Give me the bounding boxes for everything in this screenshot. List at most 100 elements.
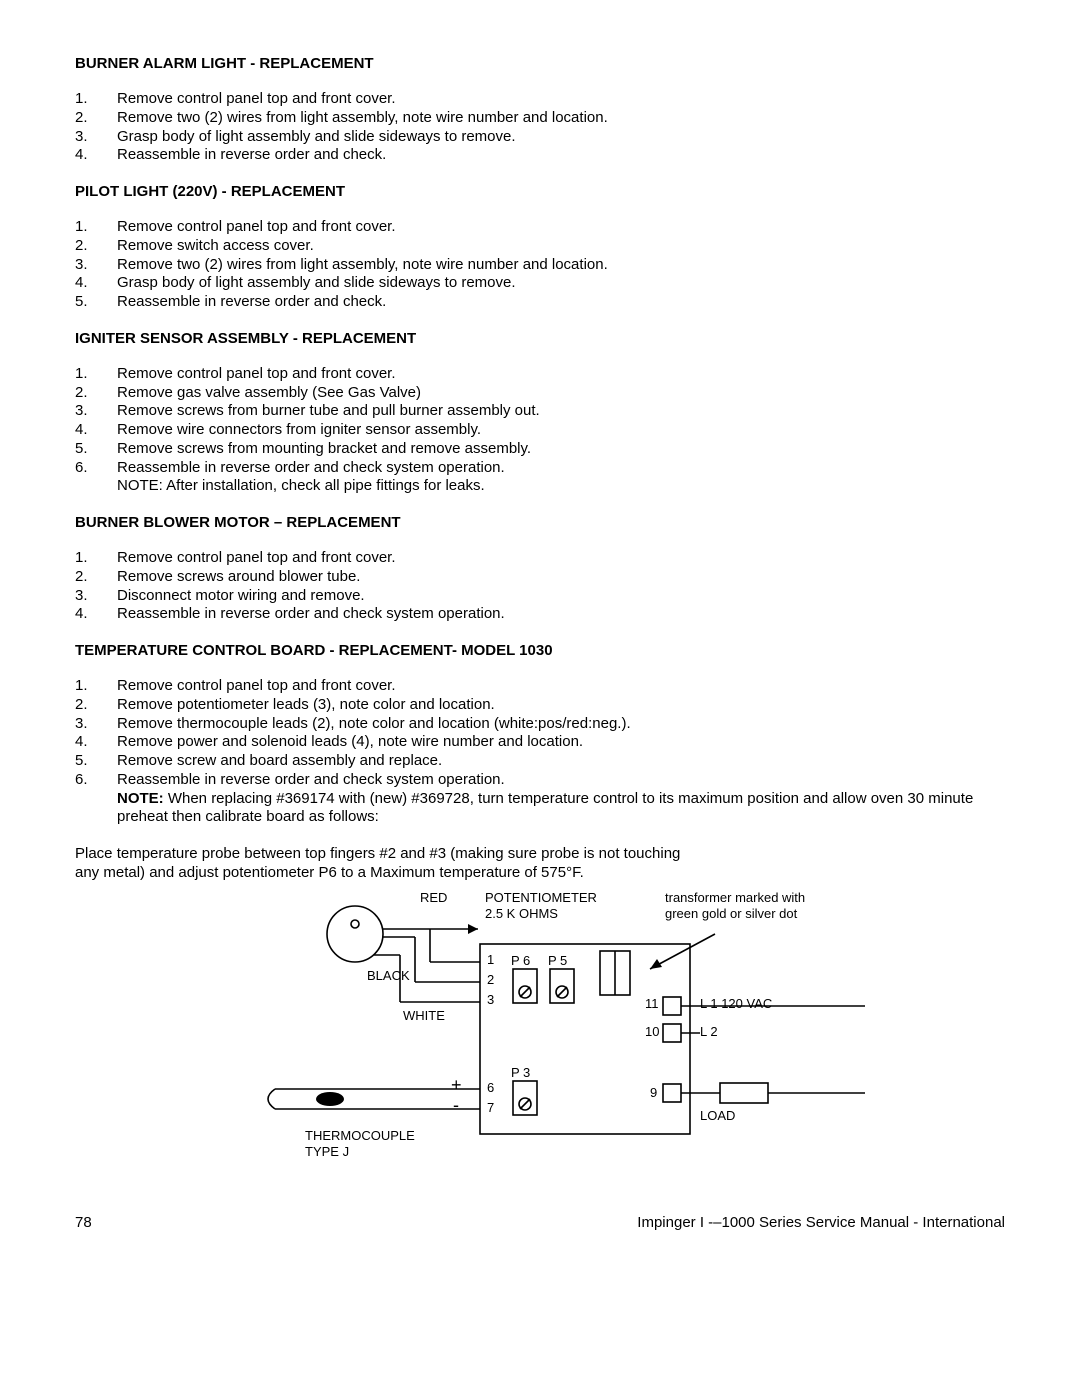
- step-row: 5.Remove screws from mounting bracket an…: [75, 440, 1005, 459]
- step-text: Grasp body of light assembly and slide s…: [117, 128, 1005, 147]
- step-number: 2.: [75, 384, 117, 403]
- step-text: Remove control panel top and front cover…: [117, 365, 1005, 384]
- label-n11: 11: [645, 997, 659, 1012]
- step-text: Remove screws from burner tube and pull …: [117, 402, 1005, 421]
- step-text: Reassemble in reverse order and check sy…: [117, 605, 1005, 624]
- step-text: Grasp body of light assembly and slide s…: [117, 274, 1005, 293]
- section-title: TEMPERATURE CONTROL BOARD - REPLACEMENT-…: [75, 642, 1005, 659]
- step-row: 4.Remove wire connectors from igniter se…: [75, 421, 1005, 440]
- step-text: Reassemble in reverse order and check.: [117, 293, 1005, 312]
- step-row: 3.Remove thermocouple leads (2), note co…: [75, 715, 1005, 734]
- calibration-paragraph: Place temperature probe between top fing…: [75, 845, 695, 883]
- step-number: 1.: [75, 90, 117, 109]
- step-text: Remove control panel top and front cover…: [117, 218, 1005, 237]
- step-text: Remove gas valve assembly (See Gas Valve…: [117, 384, 1005, 403]
- step-text: Remove wire connectors from igniter sens…: [117, 421, 1005, 440]
- step-text: Remove thermocouple leads (2), note colo…: [117, 715, 1005, 734]
- page: BURNER ALARM LIGHT - REPLACEMENT1.Remove…: [0, 0, 1080, 1271]
- step-number: 3.: [75, 128, 117, 147]
- step-number: 4.: [75, 733, 117, 752]
- step-text: Remove two (2) wires from light assembly…: [117, 109, 1005, 128]
- label-white: WHITE: [403, 1009, 445, 1024]
- step-text: Remove two (2) wires from light assembly…: [117, 256, 1005, 275]
- label-potentiometer: POTENTIOMETER: [485, 891, 597, 906]
- step-row: 3.Grasp body of light assembly and slide…: [75, 128, 1005, 147]
- step-number: 6.: [75, 459, 117, 478]
- label-l2: L 2: [700, 1025, 718, 1040]
- step-text: Reassemble in reverse order and check sy…: [117, 771, 1005, 790]
- label-xfmr-2: green gold or silver dot: [665, 907, 797, 922]
- manual-title: Impinger I -–1000 Series Service Manual …: [637, 1214, 1005, 1231]
- step-row: 5.Remove screw and board assembly and re…: [75, 752, 1005, 771]
- label-black: BLACK: [367, 969, 410, 984]
- step-row: 3.Disconnect motor wiring and remove.: [75, 587, 1005, 606]
- step-number: 3.: [75, 256, 117, 275]
- step-number: 4.: [75, 421, 117, 440]
- step-list: 1.Remove control panel top and front cov…: [75, 90, 1005, 165]
- label-red: RED: [420, 891, 447, 906]
- step-text: Reassemble in reverse order and check.: [117, 146, 1005, 165]
- step-row: 4.Grasp body of light assembly and slide…: [75, 274, 1005, 293]
- step-number: 2.: [75, 568, 117, 587]
- label-p3: P 3: [511, 1066, 530, 1081]
- step-number: 4.: [75, 146, 117, 165]
- label-n9: 9: [650, 1086, 657, 1101]
- step-row: 2.Remove potentiometer leads (3), note c…: [75, 696, 1005, 715]
- step-list: 1.Remove control panel top and front cov…: [75, 549, 1005, 624]
- label-n6: 6: [487, 1081, 494, 1096]
- label-thermo-2: TYPE J: [305, 1145, 349, 1160]
- label-load: LOAD: [700, 1109, 735, 1124]
- label-n3: 3: [487, 993, 494, 1008]
- step-list: 1.Remove control panel top and front cov…: [75, 365, 1005, 478]
- step-number: 5.: [75, 293, 117, 312]
- step-row: 3.Remove screws from burner tube and pul…: [75, 402, 1005, 421]
- step-row: 3.Remove two (2) wires from light assemb…: [75, 256, 1005, 275]
- step-number: 1.: [75, 549, 117, 568]
- label-n7: 7: [487, 1101, 494, 1116]
- step-number: 1.: [75, 365, 117, 384]
- note-line: NOTE: After installation, check all pipe…: [117, 477, 1005, 496]
- label-plus: +: [451, 1075, 462, 1096]
- section-title: BURNER ALARM LIGHT - REPLACEMENT: [75, 55, 1005, 72]
- page-number: 78: [75, 1214, 92, 1231]
- page-footer: 78 Impinger I -–1000 Series Service Manu…: [75, 1214, 1005, 1231]
- step-row: 5.Reassemble in reverse order and check.: [75, 293, 1005, 312]
- step-row: 6.Reassemble in reverse order and check …: [75, 459, 1005, 478]
- step-row: 4.Reassemble in reverse order and check.: [75, 146, 1005, 165]
- step-number: 3.: [75, 402, 117, 421]
- step-row: 1.Remove control panel top and front cov…: [75, 90, 1005, 109]
- step-number: 1.: [75, 677, 117, 696]
- label-p6: P 6: [511, 954, 530, 969]
- step-number: 2.: [75, 109, 117, 128]
- label-xfmr-1: transformer marked with: [665, 891, 805, 906]
- label-minus: -: [453, 1095, 459, 1116]
- step-number: 3.: [75, 587, 117, 606]
- step-text: Remove screws from mounting bracket and …: [117, 440, 1005, 459]
- step-row: 2.Remove screws around blower tube.: [75, 568, 1005, 587]
- step-row: 1.Remove control panel top and front cov…: [75, 677, 1005, 696]
- step-row: 1.Remove control panel top and front cov…: [75, 549, 1005, 568]
- step-text: Remove screws around blower tube.: [117, 568, 1005, 587]
- step-text: Remove control panel top and front cover…: [117, 549, 1005, 568]
- step-row: 2.Remove gas valve assembly (See Gas Val…: [75, 384, 1005, 403]
- label-n1: 1: [487, 953, 494, 968]
- step-text: Remove potentiometer leads (3), note col…: [117, 696, 1005, 715]
- step-number: 3.: [75, 715, 117, 734]
- step-list: 1.Remove control panel top and front cov…: [75, 218, 1005, 312]
- section-title: IGNITER SENSOR ASSEMBLY - REPLACEMENT: [75, 330, 1005, 347]
- step-text: Remove control panel top and front cover…: [117, 677, 1005, 696]
- step-text: Disconnect motor wiring and remove.: [117, 587, 1005, 606]
- step-number: 5.: [75, 752, 117, 771]
- sections: BURNER ALARM LIGHT - REPLACEMENT1.Remove…: [75, 55, 1005, 827]
- step-list: 1.Remove control panel top and front cov…: [75, 677, 1005, 790]
- step-row: 6.Reassemble in reverse order and check …: [75, 771, 1005, 790]
- step-row: 2.Remove switch access cover.: [75, 237, 1005, 256]
- label-n2: 2: [487, 973, 494, 988]
- step-number: 4.: [75, 605, 117, 624]
- step-number: 1.: [75, 218, 117, 237]
- step-text: Remove switch access cover.: [117, 237, 1005, 256]
- step-row: 2.Remove two (2) wires from light assemb…: [75, 109, 1005, 128]
- step-number: 2.: [75, 237, 117, 256]
- step-text: Remove control panel top and front cover…: [117, 90, 1005, 109]
- section-title: BURNER BLOWER MOTOR – REPLACEMENT: [75, 514, 1005, 531]
